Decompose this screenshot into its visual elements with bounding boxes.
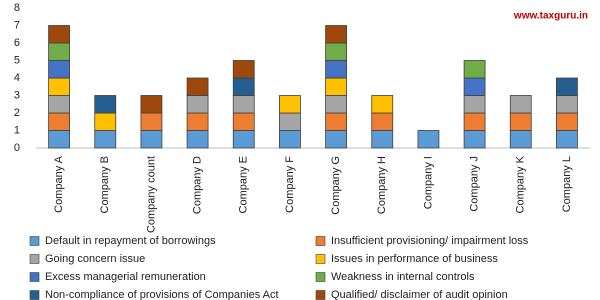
- bar-segment: [48, 60, 70, 79]
- bar-segment: [94, 130, 117, 149]
- bar-segment: [325, 112, 347, 131]
- bar-segment: [325, 60, 347, 79]
- bar-segment: [463, 95, 486, 114]
- legend-swatch: [315, 236, 326, 246]
- legend-label: Going concern issue: [45, 253, 145, 265]
- bar-segment: [509, 130, 532, 149]
- x-tick-label: Company B: [99, 156, 111, 213]
- bar-segment: [325, 77, 347, 96]
- x-tick-label: Company E: [238, 156, 250, 213]
- x-tick-label: Company I: [422, 156, 434, 209]
- x-tick-label: Company F: [284, 156, 296, 213]
- y-tick-label: 0: [14, 142, 20, 154]
- bar-segment: [186, 77, 209, 96]
- bar-segment: [48, 42, 70, 61]
- y-tick-label: 8: [14, 2, 20, 14]
- bar-segment: [48, 77, 70, 96]
- bar-segment: [140, 95, 163, 114]
- bar-segment: [48, 25, 70, 44]
- bar-segment: [371, 95, 394, 114]
- bar-segment: [417, 130, 440, 149]
- x-tick-label: Company K: [515, 155, 527, 213]
- bar-segment: [186, 95, 209, 114]
- bar-segment: [48, 112, 70, 131]
- x-tick-label: Company J: [468, 156, 480, 212]
- y-tick-label: 5: [14, 54, 20, 66]
- bar-segment: [325, 25, 347, 44]
- bar-segment: [140, 112, 163, 131]
- watermark: www.taxguru.in: [513, 11, 588, 22]
- legend-label: Non-compliance of provisions of Companie…: [45, 289, 279, 300]
- y-tick-label: 6: [14, 37, 20, 49]
- bar-segment: [325, 130, 347, 149]
- bar-segment: [463, 112, 486, 131]
- x-tick-label: Company count: [145, 156, 157, 233]
- bar-segment: [556, 77, 578, 96]
- bar-segment: [232, 60, 255, 79]
- legend-swatch: [315, 254, 326, 264]
- bar-segment: [463, 77, 486, 96]
- legend-swatch: [29, 290, 40, 300]
- bar-segment: [371, 112, 394, 131]
- legend-swatch: [29, 272, 40, 282]
- bar-segment: [279, 95, 301, 114]
- x-tick-label: Company G: [330, 156, 342, 215]
- bar-segment: [232, 112, 255, 131]
- bar-segment: [232, 77, 255, 96]
- bar-segment: [232, 130, 255, 149]
- bar-segment: [48, 95, 70, 114]
- bar-segment: [463, 130, 486, 149]
- y-tick-label: 3: [14, 89, 20, 101]
- legend-label: Insufficient provisioning/ impairment lo…: [331, 235, 529, 247]
- bar-segment: [279, 130, 301, 149]
- x-tick-label: Company A: [53, 155, 65, 213]
- bar-segment: [556, 130, 578, 149]
- legend-swatch: [29, 254, 40, 264]
- x-tick-label: Company L: [561, 156, 573, 212]
- bar-segment: [186, 130, 209, 149]
- bar-segment: [232, 95, 255, 114]
- bar-segment: [463, 60, 486, 79]
- y-tick-label: 4: [14, 72, 20, 84]
- bar-segment: [509, 95, 532, 114]
- legend-label: Excess managerial remuneration: [45, 271, 206, 283]
- bar-segment: [94, 95, 117, 114]
- bar-segment: [509, 112, 532, 131]
- legend-label: Issues in performance of business: [331, 253, 498, 265]
- y-tick-label: 2: [14, 107, 20, 119]
- bar-segment: [94, 112, 117, 131]
- bar-segment: [140, 130, 163, 149]
- legend-label: Qualified/ disclaimer of audit opinion: [331, 289, 508, 300]
- x-tick-label: Company D: [191, 156, 203, 214]
- bar-segment: [556, 112, 578, 131]
- bar-segment: [279, 112, 301, 131]
- legend-swatch: [29, 236, 40, 246]
- y-tick-label: 7: [14, 19, 20, 31]
- legend-swatch: [315, 272, 326, 282]
- bar-segment: [371, 130, 394, 149]
- bar-segment: [186, 112, 209, 131]
- x-tick-label: Company H: [376, 156, 388, 214]
- legend-label: Default in repayment of borrowings: [45, 235, 216, 247]
- bar-segment: [325, 95, 347, 114]
- bar-segment: [48, 130, 70, 149]
- bar-segment: [325, 42, 347, 61]
- legend-swatch: [315, 290, 326, 300]
- legend-label: Weakness in internal controls: [331, 271, 475, 283]
- bar-segment: [556, 95, 578, 114]
- y-tick-label: 1: [14, 124, 20, 136]
